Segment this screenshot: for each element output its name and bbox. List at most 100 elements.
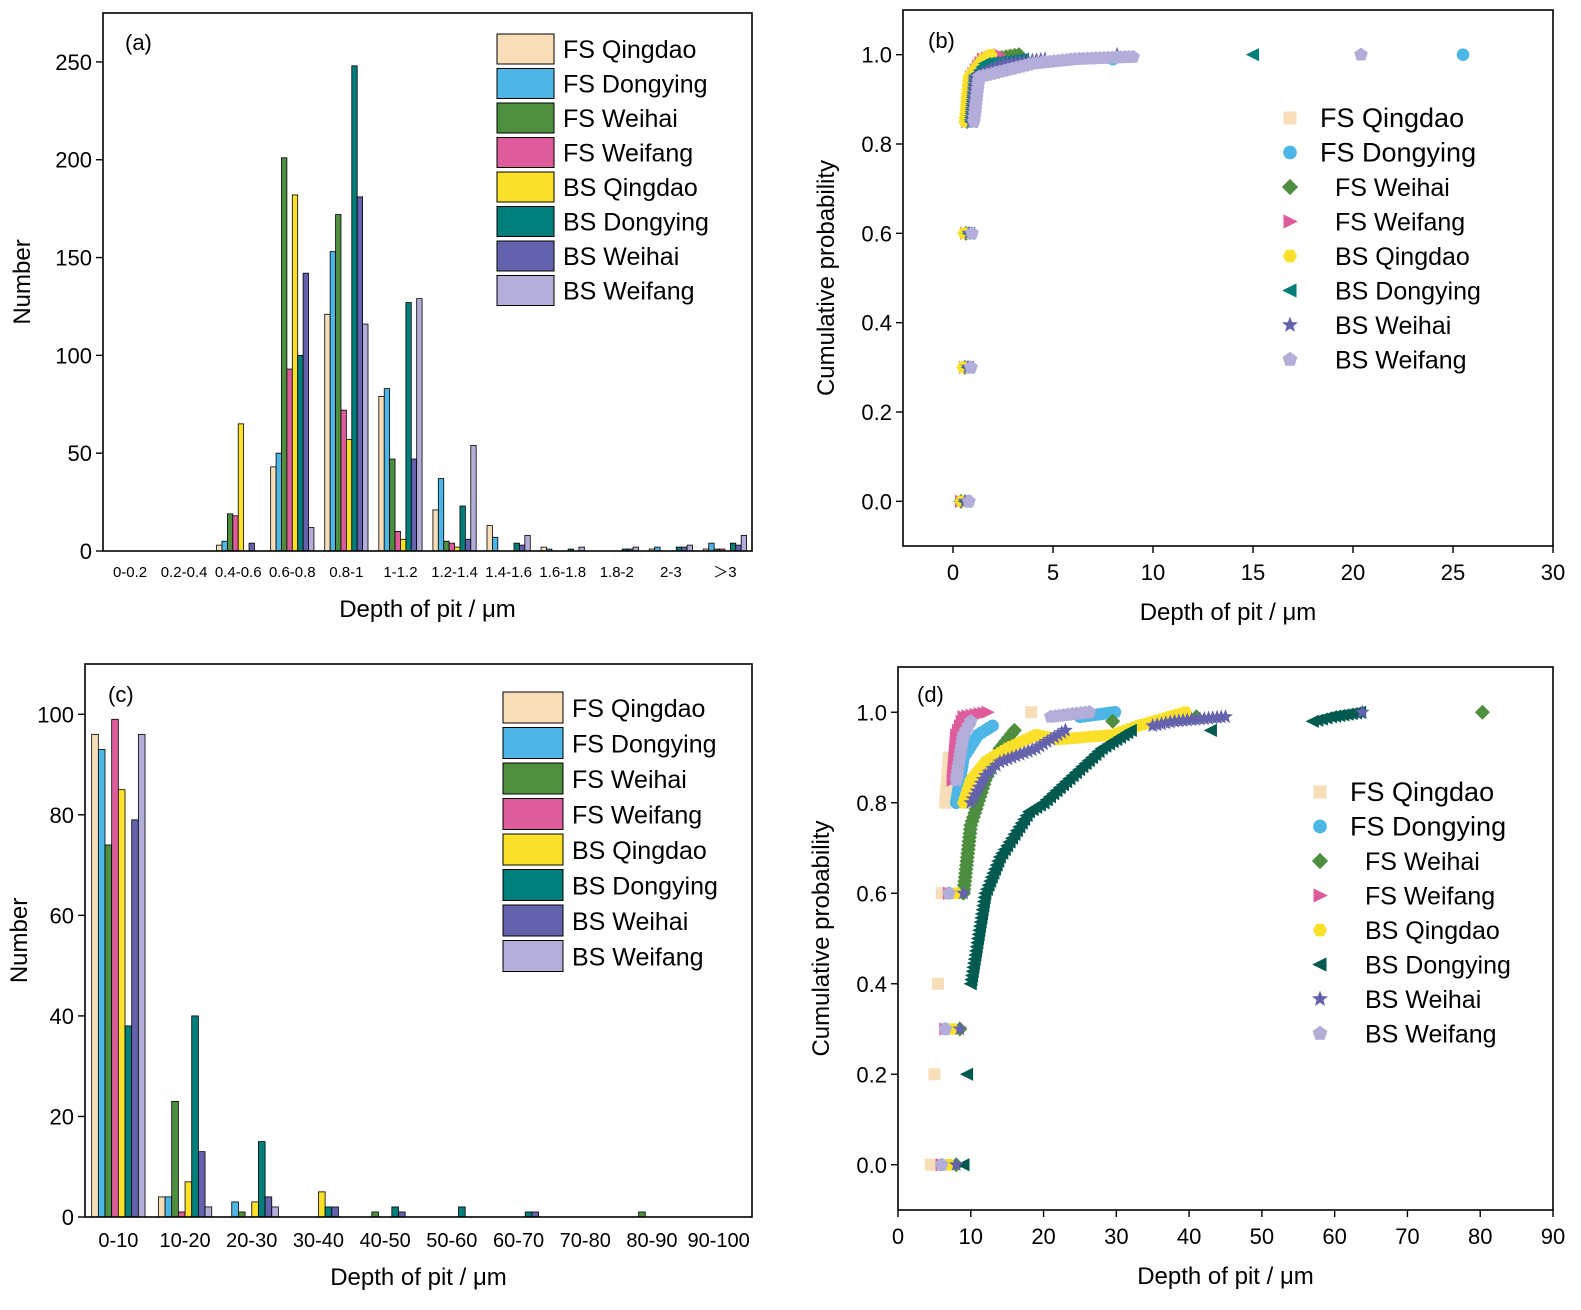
bar	[362, 323, 369, 552]
bar	[264, 1196, 273, 1218]
x-axis-title: Depth of pit / μm	[1137, 1263, 1314, 1290]
data-point	[1126, 49, 1140, 63]
data-point	[956, 885, 971, 900]
legend-label: BS Weifang	[572, 944, 704, 972]
legend-label: FS Dongying	[563, 71, 708, 99]
data-point	[1245, 48, 1259, 62]
legend-label: FS Qingdao	[1350, 777, 1494, 807]
data-point	[985, 761, 1001, 776]
bar	[164, 1196, 173, 1218]
bar	[356, 196, 364, 552]
legend-marker	[1283, 145, 1297, 160]
x-tick-label: 25	[1441, 560, 1465, 585]
y-tick-label: 0.2	[856, 1062, 887, 1087]
legend-swatch	[502, 762, 564, 795]
x-tick-label: 80-90	[626, 1230, 677, 1252]
bar	[335, 214, 342, 552]
x-tick-label: 0-10	[98, 1230, 138, 1252]
y-tick-label: 60	[50, 903, 74, 928]
data-point	[963, 714, 978, 728]
x-tick-label: 1.2-1.4	[431, 564, 478, 581]
data-point	[934, 1157, 949, 1171]
x-tick-label: 60	[1322, 1224, 1346, 1249]
y-tick-label: 1.0	[856, 700, 887, 725]
data-point	[1149, 717, 1165, 732]
bar	[394, 531, 401, 552]
legend-label: BS Qingdao	[572, 837, 707, 865]
legend-label: FS Qingdao	[1320, 103, 1464, 133]
y-axis-title: Number	[6, 898, 33, 983]
data-point	[932, 977, 945, 990]
x-tick-label: 20	[1341, 560, 1365, 585]
legend-label: BS Dongying	[1365, 952, 1511, 980]
panel-tag: (b)	[928, 28, 955, 53]
x-tick-label: 0-0.2	[113, 564, 147, 581]
x-tick-label: 20-30	[226, 1230, 277, 1252]
x-tick-label: 0.2-0.4	[161, 564, 208, 581]
legend-label: FS Weifang	[1335, 209, 1465, 237]
bar	[378, 396, 385, 552]
legend-label: BS Weihai	[563, 243, 679, 271]
x-tick-label: 1.8-2	[600, 564, 634, 581]
data-point	[986, 719, 999, 733]
y-tick-label: 50	[68, 441, 92, 466]
x-axis-title: Depth of pit / μm	[330, 1264, 507, 1291]
x-tick-label: 0.6-0.8	[269, 564, 316, 581]
bar	[232, 515, 239, 552]
legend-label: BS Weifang	[563, 278, 695, 306]
bar	[197, 1151, 206, 1218]
y-axis-title: Number	[9, 239, 36, 324]
bar	[324, 1206, 333, 1218]
bar	[432, 509, 439, 552]
x-tick-label: 0	[892, 1224, 904, 1249]
data-point	[1162, 714, 1178, 729]
data-point	[1354, 704, 1370, 719]
legend-label: BS Weihai	[1365, 986, 1481, 1014]
panel-1: 0.0 0.2 0.4 0.6 0.8 1.0 0 5 10 15 20 25 30 Depth of p…	[813, 9, 1565, 626]
legend-marker	[1313, 819, 1327, 834]
y-tick-label: 1.0	[861, 43, 892, 68]
bar	[258, 1141, 266, 1218]
bar	[124, 1025, 133, 1218]
data-point	[1036, 736, 1051, 751]
data-point	[981, 705, 995, 719]
bar	[708, 542, 715, 552]
series-bs-dongying	[957, 48, 1259, 508]
data-point	[1004, 749, 1020, 764]
legend-label: FS Weifang	[563, 140, 693, 168]
y-tick-label: 0.6	[861, 221, 892, 246]
data-point	[1154, 716, 1169, 731]
legend-swatch	[496, 240, 555, 272]
bar	[448, 542, 455, 552]
data-point	[956, 1158, 970, 1172]
legend-label: BS Dongying	[572, 873, 718, 901]
x-tick-label: 30	[1104, 1224, 1128, 1249]
legend-label: BS Qingdao	[1365, 917, 1500, 945]
panel-0: 0 50 100 150 200 250 0-0.2 0.2-0.4 0.4-0.6 0.6-0.…	[9, 12, 753, 623]
y-tick-label: 250	[55, 50, 92, 75]
bar	[286, 368, 293, 552]
bar	[351, 65, 358, 552]
bar	[519, 544, 526, 552]
y-tick-label: 100	[37, 702, 74, 727]
bar	[117, 789, 126, 1218]
legend-swatch	[496, 206, 555, 237]
bar	[383, 388, 391, 552]
x-tick-label: 10	[959, 1224, 983, 1249]
y-tick-label: 0.6	[856, 881, 887, 906]
data-point	[991, 57, 1007, 72]
legend-label: BS Dongying	[1335, 278, 1481, 306]
data-point	[959, 1067, 974, 1081]
bar	[318, 1191, 326, 1218]
legend-marker	[1283, 214, 1298, 229]
data-point	[1028, 740, 1044, 755]
legend-swatch	[502, 904, 564, 937]
y-tick-label: 20	[50, 1104, 74, 1129]
legend-swatch	[496, 171, 555, 203]
legend-marker	[1313, 888, 1328, 903]
y-tick-label: 80	[50, 803, 74, 828]
x-tick-label: 5	[1047, 560, 1059, 585]
legend-swatch	[502, 940, 564, 972]
bar	[297, 354, 304, 552]
bar	[171, 1100, 179, 1218]
